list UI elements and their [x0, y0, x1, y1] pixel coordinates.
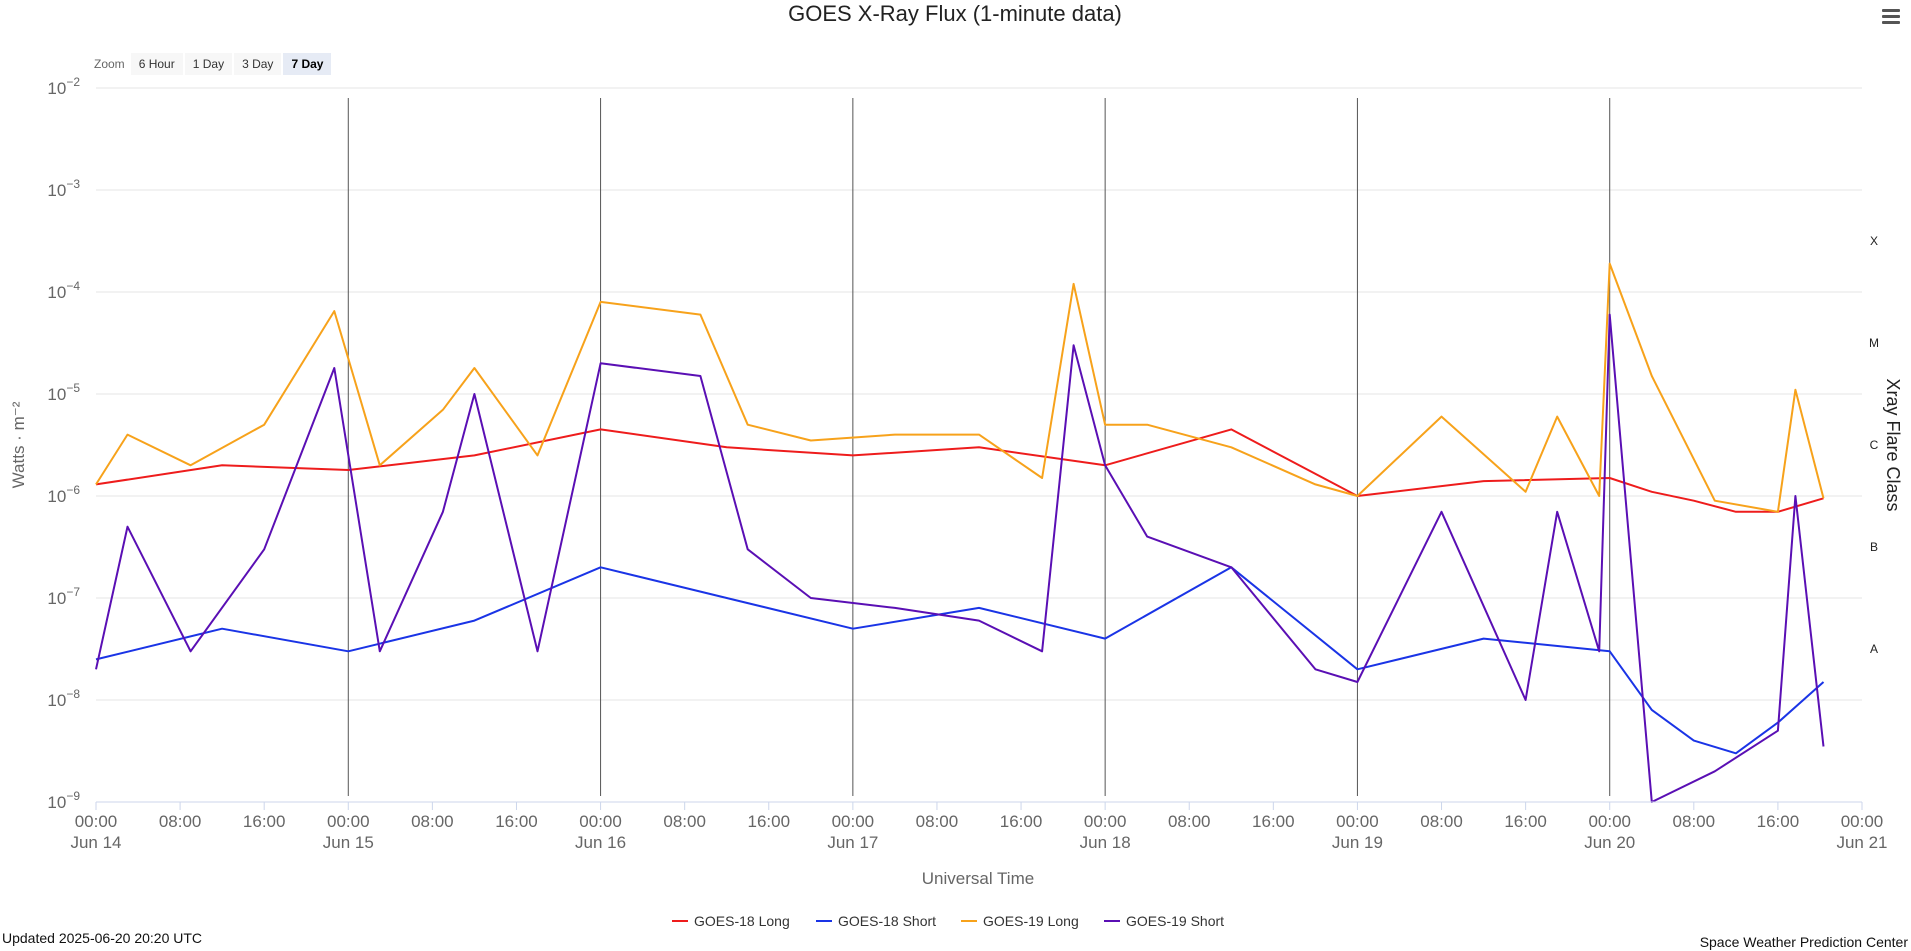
x-tick-label: 08:00	[1420, 812, 1463, 831]
x-date-label: Jun 16	[575, 833, 626, 852]
series-line	[95, 428, 1824, 513]
grid-lines	[96, 87, 1862, 803]
x-tick-label: 16:00	[1000, 812, 1043, 831]
flare-class-label: A	[1870, 642, 1878, 656]
hamburger-icon	[1882, 9, 1900, 12]
x-tick-label: 00:00	[327, 812, 370, 831]
flare-class-label: B	[1870, 540, 1878, 554]
y-tick-label: 10−8	[47, 687, 80, 710]
zoom-control: Zoom 6 Hour 1 Day 3 Day 7 Day	[94, 52, 333, 76]
x-tick-label: 08:00	[1168, 812, 1211, 831]
series-lines	[95, 262, 1825, 803]
flare-class-label: M	[1869, 336, 1879, 350]
y-tick-label: 10−7	[47, 585, 80, 608]
plot-area	[96, 88, 1862, 802]
zoom-1-day-button[interactable]: 1 Day	[184, 53, 233, 75]
x-date-label: Jun 14	[70, 833, 121, 852]
legend-item[interactable]: GOES-19 Long	[983, 913, 1079, 929]
x-tick-label: 08:00	[1673, 812, 1716, 831]
legend-item[interactable]: GOES-18 Short	[838, 913, 936, 929]
x-tick-label: 16:00	[1757, 812, 1800, 831]
zoom-3-day-button[interactable]: 3 Day	[234, 53, 282, 75]
y-axis-ticks: 10−2 10−3 10−4 10−5 10−6 10−7 10−8 10−9	[47, 75, 80, 812]
y-tick-label: 10−5	[47, 381, 80, 404]
y-tick-label: 10−4	[47, 279, 80, 302]
x-date-label: Jun 18	[1080, 833, 1131, 852]
series-line	[95, 313, 1825, 803]
flare-class-labels: X M C B A	[1869, 234, 1879, 656]
x-tick-label: 00:00	[1084, 812, 1127, 831]
x-date-label: Jun 21	[1836, 833, 1887, 852]
x-tick-label: 08:00	[663, 812, 706, 831]
x-tick-label: 16:00	[495, 812, 538, 831]
x-tick-label: 00:00	[1336, 812, 1379, 831]
zoom-6-hour-button[interactable]: 6 Hour	[130, 53, 183, 75]
credit-text: Space Weather Prediction Center	[1699, 934, 1908, 950]
zoom-7-day-button[interactable]: 7 Day	[283, 53, 332, 75]
x-tick-label: 00:00	[832, 812, 875, 831]
x-tick-label: 00:00	[1588, 812, 1631, 831]
x-tick-label: 08:00	[916, 812, 959, 831]
x-tick-label: 00:00	[1841, 812, 1884, 831]
x-date-label: Jun 15	[323, 833, 374, 852]
series-line	[95, 566, 1825, 755]
x-date-label: Jun 19	[1332, 833, 1383, 852]
zoom-label: Zoom	[94, 57, 125, 71]
x-axis-title: Universal Time	[922, 869, 1034, 888]
x-tick-label: 16:00	[747, 812, 790, 831]
y-tick-label: 10−9	[47, 789, 80, 812]
x-tick-label: 08:00	[159, 812, 202, 831]
flare-class-label: C	[1870, 438, 1879, 452]
y-tick-label: 10−2	[47, 75, 80, 98]
x-tick-label: 08:00	[411, 812, 454, 831]
day-dividers	[347, 98, 1611, 796]
legend: GOES-18 Long GOES-18 Short GOES-19 Long GOE…	[672, 913, 1224, 929]
x-tick-label: 16:00	[243, 812, 286, 831]
y2-axis-title: Xray Flare Class	[1883, 378, 1903, 511]
series-line	[95, 262, 1825, 513]
x-tick-label: 16:00	[1504, 812, 1547, 831]
updated-timestamp: Updated 2025-06-20 20:20 UTC	[2, 930, 203, 946]
x-tick-label: 00:00	[75, 812, 118, 831]
x-axis-ticks: 00:00 Jun 14 08:00 16:00 00:00 Jun 15 08:00 16:…	[70, 802, 1888, 852]
x-tick-label: 00:00	[579, 812, 622, 831]
y-tick-label: 10−6	[47, 483, 80, 506]
flare-class-label: X	[1870, 234, 1878, 248]
y-axis-title: Watts · m⁻²	[9, 401, 28, 488]
x-date-label: Jun 17	[827, 833, 878, 852]
legend-item[interactable]: GOES-19 Short	[1126, 913, 1224, 929]
y-tick-label: 10−3	[47, 177, 80, 200]
chart-menu-button[interactable]	[1879, 6, 1903, 26]
x-tick-label: 16:00	[1252, 812, 1295, 831]
x-date-label: Jun 20	[1584, 833, 1635, 852]
legend-item[interactable]: GOES-18 Long	[694, 913, 790, 929]
chart-title: GOES X-Ray Flux (1-minute data)	[788, 1, 1122, 26]
